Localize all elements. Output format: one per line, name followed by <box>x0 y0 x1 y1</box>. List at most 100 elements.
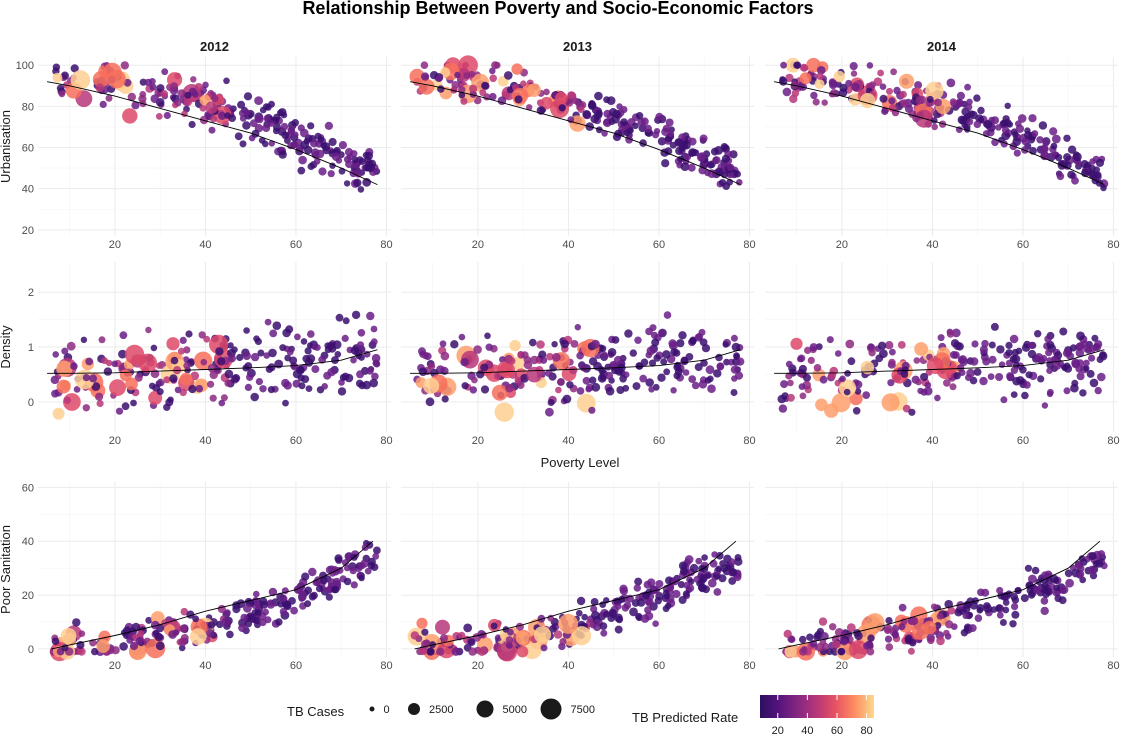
data-point <box>1005 349 1013 357</box>
data-point <box>1067 145 1077 154</box>
data-point <box>867 343 875 351</box>
data-point <box>1059 327 1068 336</box>
data-point <box>1091 334 1099 342</box>
size-legend-key <box>540 698 562 720</box>
data-point <box>990 606 998 613</box>
y-axis-label-2: Density <box>0 325 13 369</box>
y-tick-label: 1 <box>28 342 34 354</box>
data-point <box>1009 355 1018 363</box>
data-point <box>924 381 932 389</box>
x-tick-label: 40 <box>562 660 574 672</box>
data-point <box>227 342 234 349</box>
data-point <box>364 567 372 575</box>
x-tick-label: 40 <box>199 660 211 672</box>
data-point <box>815 643 825 652</box>
data-point <box>652 620 659 627</box>
data-point <box>589 376 597 384</box>
x-tick-label: 60 <box>1017 239 1029 251</box>
smooth-trend-line <box>51 540 374 650</box>
x-tick-label: 60 <box>653 239 665 251</box>
data-point <box>311 343 319 351</box>
data-point <box>468 70 476 78</box>
data-point <box>320 577 328 585</box>
data-point <box>926 95 934 103</box>
data-point <box>591 382 601 392</box>
x-tick-label: 80 <box>743 239 755 251</box>
y-tick-label: 40 <box>22 184 34 196</box>
data-point <box>179 624 188 633</box>
data-point <box>946 78 956 88</box>
data-point <box>877 341 887 350</box>
data-point <box>545 369 553 377</box>
data-point <box>688 375 697 383</box>
data-point <box>571 97 579 105</box>
data-point <box>605 386 615 396</box>
data-point <box>969 110 978 120</box>
data-point <box>318 355 327 364</box>
data-point <box>190 76 197 83</box>
data-point <box>558 104 566 112</box>
data-point <box>311 365 320 374</box>
data-point <box>1027 349 1037 359</box>
data-point <box>934 98 942 107</box>
data-point <box>879 83 887 90</box>
data-point <box>244 362 253 370</box>
data-point <box>280 595 288 603</box>
data-point <box>331 152 341 161</box>
x-tick-label: 20 <box>836 660 848 672</box>
data-point <box>297 166 306 175</box>
x-tick-label: 80 <box>380 435 392 447</box>
data-point <box>700 565 709 573</box>
data-point <box>807 356 815 364</box>
y-tick-label: 80 <box>22 101 34 113</box>
data-point <box>167 72 183 88</box>
data-point <box>301 572 310 581</box>
data-point <box>549 625 557 633</box>
x-tick-label: 60 <box>290 660 302 672</box>
data-point <box>138 353 158 373</box>
data-point <box>959 369 966 377</box>
data-point <box>716 363 724 371</box>
data-point <box>730 334 738 342</box>
data-point <box>350 346 360 355</box>
data-point <box>305 385 313 392</box>
data-point <box>263 114 271 122</box>
data-point <box>279 344 287 352</box>
data-point <box>1040 355 1048 363</box>
data-point <box>951 328 961 338</box>
data-point <box>719 560 726 567</box>
data-point <box>215 347 224 356</box>
data-point <box>420 648 428 655</box>
data-point <box>1054 153 1063 162</box>
data-point <box>1076 331 1085 341</box>
data-point <box>637 118 646 127</box>
data-point <box>1047 388 1054 396</box>
data-point <box>667 130 675 138</box>
data-point <box>687 163 696 172</box>
data-point <box>1063 387 1071 395</box>
data-point <box>551 341 558 348</box>
data-point <box>643 580 652 589</box>
data-point <box>497 361 513 377</box>
data-point <box>801 64 809 72</box>
data-point <box>787 379 794 387</box>
data-point <box>987 373 995 380</box>
data-point <box>178 637 187 647</box>
data-point <box>268 120 275 127</box>
data-point <box>458 333 466 341</box>
data-point <box>846 623 856 632</box>
data-point <box>977 106 985 115</box>
data-point <box>309 139 319 148</box>
data-point <box>224 609 231 616</box>
data-point <box>527 83 541 97</box>
data-point <box>908 638 917 647</box>
data-point <box>366 311 375 321</box>
data-point <box>682 369 690 376</box>
color-legend-title: TB Predicted Rate <box>632 710 738 725</box>
data-point <box>679 567 689 576</box>
data-point <box>927 636 935 645</box>
data-point <box>420 61 429 69</box>
data-point <box>207 621 216 629</box>
data-point <box>900 99 909 108</box>
data-point <box>970 357 979 366</box>
